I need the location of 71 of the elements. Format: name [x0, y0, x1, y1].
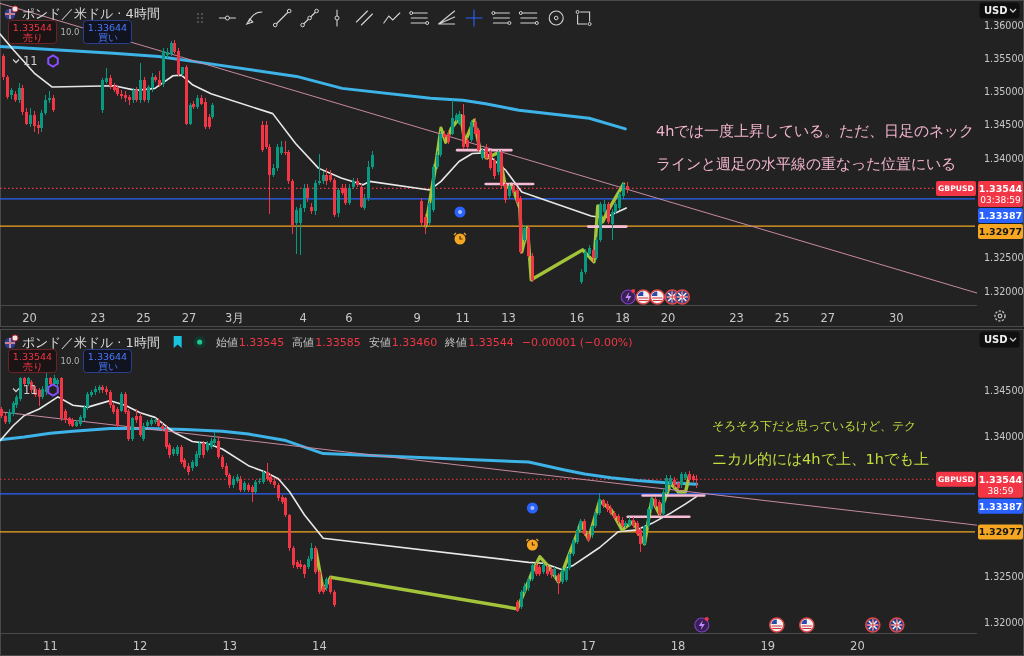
annotation: ニカル的には4hで上、1hでも上	[712, 449, 930, 467]
annotation: 買い	[97, 361, 118, 372]
x-tick-label: 17	[581, 639, 596, 653]
x-tick-label: 23	[729, 311, 744, 325]
x-tick-label: 25	[136, 311, 151, 325]
annotation: 買い	[97, 32, 118, 43]
x-tick-label: 30	[888, 311, 904, 325]
x-tick-label: 13	[222, 639, 238, 653]
y-tick-label: 1.34500	[984, 119, 1024, 131]
ref-line-label: 1.32977	[978, 225, 1023, 237]
y-tick-label: 1.36000	[984, 19, 1024, 31]
annotation: 1.33544	[468, 335, 514, 349]
y-tick-label: 1.32000	[984, 285, 1024, 297]
annotation: そろそろ下だと思っているけど、テク	[712, 417, 916, 433]
x-tick-label: 19	[760, 639, 776, 653]
annotation: 1.33644	[87, 21, 128, 33]
ref-line-label: 1.33544	[978, 182, 1023, 194]
x-tick-label: 20	[850, 639, 865, 653]
y-tick-label: 1.32000	[984, 617, 1024, 629]
annotation: 1.33585	[315, 335, 361, 349]
x-tick-label: 18	[615, 311, 630, 325]
x-tick-label: 20	[22, 311, 37, 325]
chart-title: ポンド／米ドル · 1時間	[22, 334, 160, 350]
y-tick-label: 1.34000	[984, 152, 1024, 164]
x-tick-label: 13	[501, 311, 516, 325]
annotation: 1.33644	[87, 350, 128, 362]
x-tick-label: 6	[345, 311, 353, 325]
y-tick-label: 1.34500	[984, 384, 1024, 396]
x-tick-label: 27	[820, 311, 836, 325]
annotation: 1.33544	[12, 21, 53, 33]
text: USD	[984, 5, 1008, 16]
y-tick-label: 1.32500	[984, 570, 1024, 582]
x-tick-label: 4	[299, 311, 307, 325]
annotation: 10.0	[60, 27, 80, 37]
text: 03:38:59	[980, 194, 1021, 205]
annotation: 10.0	[60, 356, 80, 366]
x-tick-label: 14	[312, 639, 327, 653]
x-tick-label: 18	[670, 639, 686, 653]
annotation: 売り	[22, 32, 43, 43]
ref-line-label: 1.32977	[978, 526, 1023, 538]
annotation: 1.33460	[391, 335, 438, 349]
x-tick-label: 25	[774, 311, 790, 325]
annotation: ラインと週足の水平線の重なった位置にいる	[656, 155, 956, 173]
x-tick-label: 12	[132, 639, 148, 653]
ref-line-label: 1.33387	[978, 500, 1023, 512]
annotation: 売り	[22, 361, 43, 372]
x-tick-label: 3月	[225, 311, 245, 325]
x-tick-label: 20	[660, 311, 676, 325]
ref-line-label: 1.33544	[978, 473, 1023, 485]
x-tick-label: 9	[413, 311, 421, 325]
y-tick-label: 1.34000	[984, 431, 1024, 443]
annotation: 1.33544	[12, 350, 53, 362]
annotation: 4hでは一度上昇している。ただ、日足のネック	[656, 123, 975, 139]
annotation: 安値	[368, 335, 391, 349]
x-tick-label: 27	[181, 311, 197, 325]
annotation: 11	[23, 54, 38, 68]
annotation: 高値	[292, 335, 315, 349]
y-tick-label: 1.35500	[984, 52, 1024, 64]
text: USD	[984, 334, 1008, 345]
annotation: −0.00001 (−0.00%)	[521, 335, 633, 349]
x-tick-label: 11	[43, 639, 58, 653]
ref-line-label: 1.33387	[978, 209, 1023, 221]
annotation: 1.33545	[238, 335, 285, 349]
x-tick-label: 23	[90, 311, 106, 325]
annotation: 終値	[444, 335, 468, 349]
x-tick-label: 11	[455, 311, 471, 325]
y-tick-label: 1.35000	[984, 86, 1024, 98]
y-tick-label: 1.32500	[984, 252, 1024, 264]
x-tick-label: 16	[569, 311, 585, 325]
annotation: 始値	[215, 335, 238, 349]
text: 38:59	[987, 485, 1014, 496]
